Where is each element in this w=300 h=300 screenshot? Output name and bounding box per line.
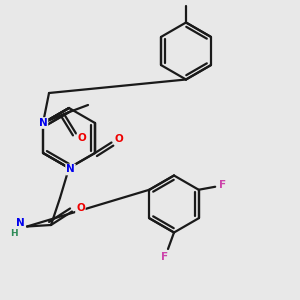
Text: O: O bbox=[76, 203, 85, 214]
Text: N: N bbox=[39, 118, 47, 128]
Text: N: N bbox=[16, 218, 25, 229]
Text: O: O bbox=[115, 134, 123, 145]
Text: O: O bbox=[78, 133, 86, 143]
Text: H: H bbox=[11, 229, 18, 238]
Text: F: F bbox=[219, 180, 226, 190]
Text: N: N bbox=[66, 164, 75, 175]
Text: F: F bbox=[161, 252, 169, 262]
